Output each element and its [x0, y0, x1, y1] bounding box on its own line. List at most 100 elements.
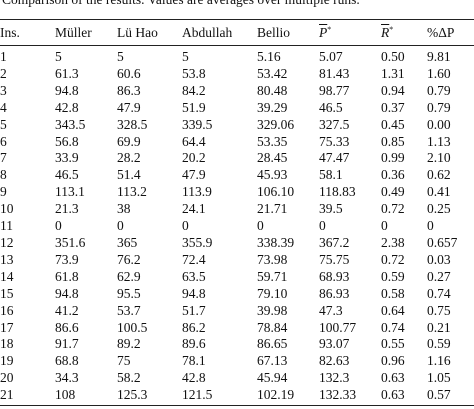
table-cell: 53.8	[182, 65, 206, 81]
table-cell: 62.9	[117, 268, 141, 284]
table-cell: 351.6	[55, 234, 86, 250]
table-row: 8 46.5 51.4 47.9 45.93 58.1 0.36 0.62	[0, 167, 474, 184]
table-cell: 64.4	[182, 133, 206, 149]
table-row: 20 34.3 58.2 42.8 45.94 132.3 0.63 1.05	[0, 370, 474, 387]
table-cell: 34.3	[55, 370, 79, 386]
table-cell: 73.98	[257, 251, 288, 267]
table-row: 5 343.5 328.5 339.5 329.06 327.5 0.45 0.00	[0, 117, 474, 134]
table-cell: 106.10	[257, 184, 295, 200]
table-cell: 75.75	[319, 251, 350, 267]
table-cell: 53.42	[257, 65, 288, 81]
table-cell: 93.07	[319, 336, 350, 352]
table-cell: 94.8	[55, 285, 79, 301]
table-cell: 20	[0, 370, 14, 386]
table-cell: 13	[0, 251, 14, 267]
table-cell: 47.9	[182, 167, 206, 183]
table-cell: 5	[0, 116, 7, 132]
table-cell: 12	[0, 234, 14, 250]
table-cell: 0.99	[381, 150, 405, 166]
column-header: Müller	[55, 19, 117, 46]
table-cell: 0.27	[427, 268, 451, 284]
table-cell: 51.4	[117, 167, 141, 183]
table-cell: 17	[0, 319, 14, 335]
table-cell: 94.8	[55, 82, 79, 98]
table-cell: 63.5	[182, 268, 206, 284]
header-text: Müller	[55, 25, 92, 40]
header-row: Ins. Müller Lü Hao Abdullah Bellio P* R* %ΔP	[0, 19, 474, 46]
table-cell: 41.2	[55, 302, 79, 318]
table-cell: 5	[117, 49, 124, 64]
table-cell: 94.8	[182, 285, 206, 301]
table-cell: 82.63	[319, 353, 350, 369]
column-header: R*	[381, 19, 427, 46]
table-cell: 0.21	[427, 319, 451, 335]
table-cell: 0	[55, 218, 62, 234]
table-row: 1 5 5 5 5.16 5.07 0.50 9.81	[0, 46, 474, 66]
table-cell: 86.3	[117, 82, 141, 98]
table-cell: 0.64	[381, 302, 405, 318]
table-cell: 5	[182, 49, 189, 64]
header-superscript: *	[327, 25, 332, 34]
table-row: 13 73.9 76.2 72.4 73.98 75.75 0.72 0.03	[0, 252, 474, 269]
header-text: Lü Hao	[117, 25, 158, 40]
table-cell: 1	[0, 49, 7, 64]
table-cell: 0.74	[427, 285, 451, 301]
table-cell: 89.6	[182, 336, 206, 352]
table-cell: 8	[0, 167, 7, 183]
table-row: 6 56.8 69.9 64.4 53.35 75.33 0.85 1.13	[0, 134, 474, 151]
table-cell: 47.47	[319, 150, 350, 166]
table-cell: 86.2	[182, 319, 206, 335]
table-cell: 338.39	[257, 234, 295, 250]
header-text: %ΔP	[427, 25, 455, 40]
table-row: 3 94.8 86.3 84.2 80.48 98.77 0.94 0.79	[0, 83, 474, 100]
table-cell: 24.1	[182, 201, 206, 217]
table-cell: 80.48	[257, 82, 288, 98]
table-cell: 365	[117, 234, 138, 250]
table-cell: 113.1	[55, 184, 85, 200]
table-cell: 78.1	[182, 353, 206, 369]
table-row: 9 113.1 113.2 113.9 106.10 118.83 0.49 0.41	[0, 184, 474, 201]
table-cell: 0	[182, 218, 189, 234]
table-cell: 102.19	[257, 387, 319, 407]
table-cell: 0.72	[381, 251, 405, 267]
table-cell: 0.85	[381, 133, 405, 149]
table-cell: 16	[0, 302, 14, 318]
table-cell: 2.38	[381, 234, 405, 250]
table-row: 19 68.8 75 78.1 67.13 82.63 0.96 1.16	[0, 353, 474, 370]
table-cell: 3	[0, 82, 7, 98]
table-cell: 328.5	[117, 116, 148, 132]
table-cell: 86.6	[55, 319, 79, 335]
table-cell: 125.3	[117, 387, 182, 407]
table-cell: 68.8	[55, 353, 79, 369]
table-cell: 46.5	[319, 99, 343, 115]
table-cell: 58.1	[319, 167, 343, 183]
table-cell: 327.5	[319, 116, 350, 132]
table-cell: 42.8	[182, 370, 206, 386]
table-cell: 61.3	[55, 65, 79, 81]
table-cell: 100.77	[319, 319, 357, 335]
table-cell: 0.58	[381, 285, 405, 301]
table-cell: 59.71	[257, 268, 288, 284]
table-cell: 0.25	[427, 201, 451, 217]
table-cell: 5.16	[257, 49, 281, 64]
table-cell: 38	[117, 201, 131, 217]
table-cell: 7	[0, 150, 7, 166]
header-superscript: *	[389, 25, 394, 34]
table-row: 12 351.6 365 355.9 338.39 367.2 2.38 0.657	[0, 235, 474, 252]
table-cell: 39.5	[319, 201, 343, 217]
column-header: %ΔP	[427, 19, 474, 46]
table-cell: 0	[117, 218, 124, 234]
table-cell: 0.79	[427, 99, 451, 115]
table-cell: 81.43	[319, 65, 350, 81]
table-cell: 21.71	[257, 201, 288, 217]
table-cell: 367.2	[319, 234, 350, 250]
table-cell: 0.63	[381, 387, 427, 407]
table-cell: 0.657	[427, 234, 458, 250]
table-cell: 10	[0, 201, 14, 217]
column-header: Bellio	[257, 19, 319, 46]
column-header: Abdullah	[182, 19, 257, 46]
column-header: Lü Hao	[117, 19, 182, 46]
table-cell: 0.75	[427, 302, 451, 318]
table-cell: 60.6	[117, 65, 141, 81]
